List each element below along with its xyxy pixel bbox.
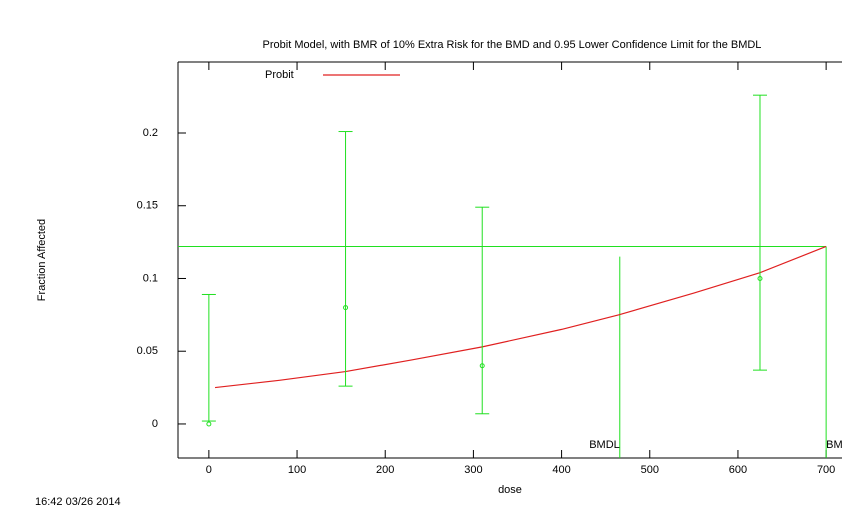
data-point (343, 305, 349, 311)
bmdl-label: BMDL (589, 439, 620, 451)
y-tick-label: 0.1 (143, 272, 158, 284)
chart-title: Probit Model, with BMR of 10% Extra Risk… (263, 39, 762, 51)
x-tick-label: 100 (288, 464, 306, 476)
y-tick-label: 0.05 (137, 345, 158, 357)
x-tick-label: 0 (206, 464, 212, 476)
y-tick-label: 0.2 (143, 127, 158, 139)
x-tick-label: 700 (817, 464, 835, 476)
y-tick-label: 0.15 (137, 200, 158, 212)
x-tick-label: 500 (641, 464, 659, 476)
y-tick-label: 0 (152, 418, 158, 430)
data-point (479, 363, 485, 369)
y-axis-label: Fraction Affected (36, 219, 48, 301)
timestamp: 16:42 03/26 2014 (35, 496, 121, 505)
x-tick-label: 400 (552, 464, 570, 476)
x-tick-label: 200 (376, 464, 394, 476)
x-axis-label: dose (498, 484, 522, 496)
data-point (206, 421, 212, 427)
bmd-label: BMD (826, 439, 842, 451)
model-curve (214, 245, 827, 389)
data-point (757, 275, 763, 281)
x-tick-label: 600 (729, 464, 747, 476)
x-tick-label: 300 (464, 464, 482, 476)
legend-label: Probit (265, 69, 294, 81)
